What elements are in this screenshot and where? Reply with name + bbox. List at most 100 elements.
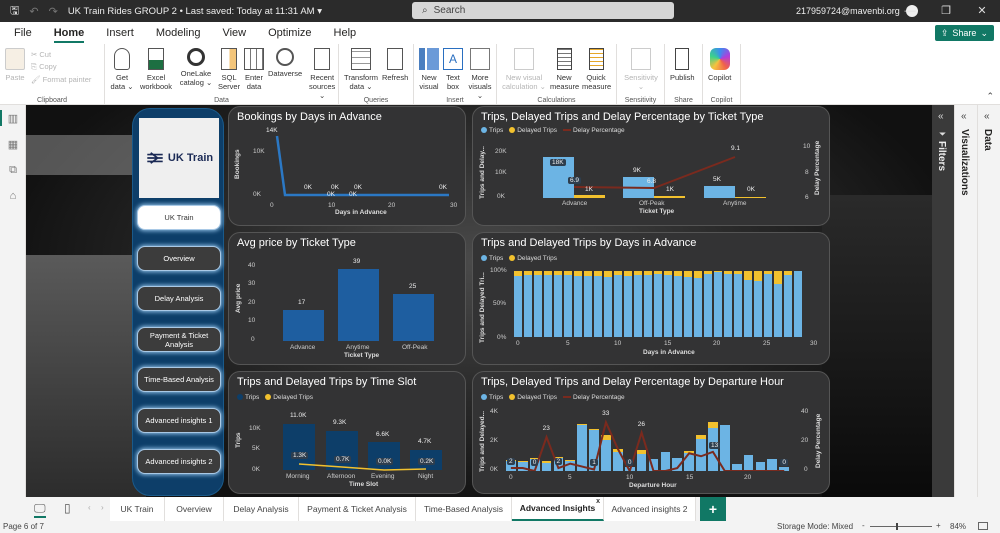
- copy-button[interactable]: ⎘ Copy: [31, 62, 57, 71]
- collapse-ribbon-icon[interactable]: ⌃: [986, 91, 994, 101]
- bar-trips[interactable]: [684, 276, 692, 337]
- bar-trips[interactable]: [541, 462, 552, 471]
- nav-payment-ticket-analysis[interactable]: Payment & Ticket Analysis: [137, 327, 221, 352]
- bar-trips[interactable]: [589, 429, 599, 471]
- bar-trips[interactable]: [774, 284, 782, 337]
- menu-insert[interactable]: Insert: [106, 27, 134, 39]
- bar-trips[interactable]: [794, 271, 802, 337]
- expand-visualizations-icon[interactable]: «: [961, 111, 967, 122]
- bar-trips[interactable]: [506, 460, 516, 471]
- filters-pane[interactable]: « ⏷ Filters: [932, 105, 954, 497]
- nav-time-based-analysis[interactable]: Time-Based Analysis: [137, 367, 221, 392]
- report-view-icon[interactable]: ▥: [0, 105, 26, 131]
- bar-trips[interactable]: [644, 274, 652, 337]
- tab-delay-analysis[interactable]: Delay Analysis: [224, 497, 299, 521]
- bar-trips[interactable]: [584, 275, 592, 337]
- bar-trips[interactable]: [574, 275, 582, 337]
- bar-delayed[interactable]: [574, 271, 582, 276]
- document-title[interactable]: UK Train Rides GROUP 2 • Last saved: Tod…: [67, 5, 322, 17]
- excel-workbook-button[interactable]: Excel workbook: [136, 46, 176, 105]
- tab-uk-train[interactable]: UK Train: [110, 497, 165, 521]
- bar-trips[interactable]: [734, 273, 742, 337]
- bar-delayed[interactable]: [684, 271, 692, 277]
- bar-trips[interactable]: [684, 453, 694, 471]
- tab-time-based-analysis[interactable]: Time-Based Analysis: [416, 497, 512, 521]
- bar-delayed[interactable]: [644, 271, 652, 275]
- transform-data-button[interactable]: Transform data ⌄: [342, 46, 380, 105]
- data-pane[interactable]: « Data: [977, 105, 1000, 497]
- minimize-icon[interactable]: —: [904, 5, 916, 17]
- zoom-out-button[interactable]: -: [862, 521, 865, 530]
- new-visual-button[interactable]: New visual: [417, 46, 441, 105]
- bar-delayed[interactable]: [577, 424, 588, 426]
- expand-filters-icon[interactable]: «: [938, 111, 944, 122]
- bar-trips-afternoon[interactable]: [326, 431, 358, 470]
- bar-delayed[interactable]: [614, 271, 622, 275]
- bar-delayed[interactable]: [734, 271, 742, 274]
- bar-delayed-anytime[interactable]: [735, 197, 766, 198]
- bar-delayed[interactable]: [541, 460, 552, 463]
- tab-overview[interactable]: Overview: [165, 497, 224, 521]
- bar-trips[interactable]: [743, 454, 754, 471]
- dax-query-view-icon[interactable]: ⌂: [9, 190, 17, 202]
- bar-delayed[interactable]: [774, 271, 782, 285]
- bar-trips[interactable]: [708, 428, 718, 471]
- bar-delayed[interactable]: [524, 271, 532, 275]
- format-painter-button[interactable]: 🖌 Format painter: [31, 75, 92, 84]
- bar-delayed[interactable]: [624, 271, 632, 277]
- bar-delayed[interactable]: [554, 271, 562, 275]
- trips-by-time-slot-chart[interactable]: Trips and Delayed Trips by Time Slot Tri…: [228, 371, 466, 494]
- expand-data-icon[interactable]: «: [984, 111, 990, 122]
- recent-sources-button[interactable]: Recent sources ⌄: [304, 46, 340, 105]
- bar-trips[interactable]: [779, 466, 790, 471]
- mobile-layout-icon[interactable]: ▯: [64, 501, 71, 515]
- bar-trips[interactable]: [654, 274, 662, 337]
- bar-trips[interactable]: [767, 459, 778, 471]
- nav-uk-train[interactable]: UK Train: [137, 205, 221, 230]
- bar-delayed[interactable]: [724, 271, 732, 274]
- quick-measure-button[interactable]: Quick measure: [580, 46, 612, 105]
- more-visuals-button[interactable]: More visuals ⌄: [465, 46, 495, 105]
- bar-delayed[interactable]: [634, 271, 642, 275]
- bar-delayed[interactable]: [714, 271, 722, 273]
- bar-delayed[interactable]: [514, 271, 522, 276]
- bar-trips[interactable]: [514, 275, 522, 337]
- sensitivity-button[interactable]: Sensitivity ⌄: [620, 46, 662, 105]
- trips-by-days-in-advance-chart[interactable]: Trips and Delayed Trips by Days in Advan…: [472, 232, 830, 365]
- share-button[interactable]: ⇪ Share ⌄: [934, 25, 994, 41]
- nav-overview[interactable]: Overview: [137, 246, 221, 271]
- next-page-icon[interactable]: ›: [101, 503, 104, 512]
- bar-trips[interactable]: [719, 425, 730, 471]
- zoom-slider[interactable]: [870, 523, 932, 530]
- stacked-bars[interactable]: [514, 271, 804, 337]
- bar-trips[interactable]: [731, 464, 742, 471]
- bar-delayed[interactable]: [544, 271, 552, 275]
- bar-trips[interactable]: [564, 274, 572, 337]
- avg-price-by-ticket-type-chart[interactable]: Avg price by Ticket Type Avg price 40 30…: [228, 232, 466, 365]
- bar-delayed[interactable]: [694, 271, 702, 278]
- bar-delayed[interactable]: [684, 451, 694, 454]
- bar-trips[interactable]: [648, 459, 659, 471]
- bar-delayed[interactable]: [784, 271, 792, 275]
- bar-delayed[interactable]: [664, 271, 672, 275]
- tab-payment-ticket-analysis[interactable]: Payment & Ticket Analysis: [299, 497, 416, 521]
- table-view-icon[interactable]: ▦: [7, 138, 19, 151]
- search-input[interactable]: ⌕ Search: [412, 2, 674, 19]
- cut-button[interactable]: ✂ Cut: [31, 50, 52, 59]
- enter-data-button[interactable]: Enter data: [242, 46, 266, 105]
- undo-icon[interactable]: ↶: [29, 5, 39, 18]
- bar-trips-evening[interactable]: [368, 442, 400, 470]
- menu-modeling[interactable]: Modeling: [155, 27, 201, 39]
- bar-trips[interactable]: [612, 451, 623, 471]
- publish-button[interactable]: Publish: [668, 46, 697, 105]
- bar-trips-anytime[interactable]: [704, 186, 735, 198]
- zoom-in-button[interactable]: +: [936, 521, 941, 530]
- bar-trips[interactable]: [784, 274, 792, 337]
- text-box-button[interactable]: A Text box: [441, 46, 465, 105]
- add-page-button[interactable]: +: [700, 497, 726, 521]
- bar-trips[interactable]: [517, 461, 528, 471]
- bar-trips[interactable]: [577, 425, 588, 471]
- bar-delayed[interactable]: [708, 422, 718, 429]
- menu-home[interactable]: Home: [53, 22, 99, 44]
- restore-icon[interactable]: ❐: [941, 5, 951, 17]
